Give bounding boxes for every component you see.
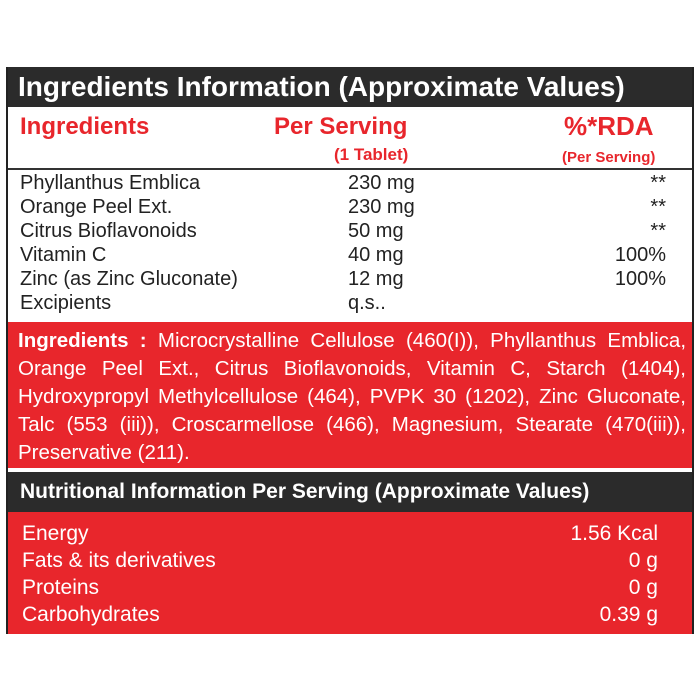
col-rda-sub: (Per Serving) bbox=[562, 149, 656, 166]
ingredient-rows: Phyllanthus Emblica 230 mg ** Orange Pee… bbox=[8, 171, 692, 315]
nutrient-value: 0.39 g bbox=[599, 603, 658, 626]
nutrient-name: Carbohydrates bbox=[22, 603, 160, 626]
row-name: Excipients bbox=[20, 292, 112, 314]
row-name: Phyllanthus Emblica bbox=[20, 172, 201, 194]
nutrition-info-header: Nutritional Information Per Serving (App… bbox=[8, 472, 692, 512]
table-row: Excipients q.s.. bbox=[8, 291, 692, 315]
row-amount: 230 mg bbox=[348, 196, 415, 218]
row-name: Vitamin C bbox=[20, 244, 107, 266]
row-name: Zinc (as Zinc Gluconate) bbox=[20, 268, 238, 290]
row-rda: ** bbox=[650, 220, 666, 242]
row-rda: ** bbox=[650, 172, 666, 194]
row-rda: 100% bbox=[614, 244, 666, 266]
nutrition-row: Energy 1.56 Kcal bbox=[8, 520, 692, 547]
row-amount: q.s.. bbox=[348, 292, 386, 314]
row-amount: 230 mg bbox=[348, 172, 415, 194]
nutrition-table: Energy 1.56 Kcal Fats & its derivatives … bbox=[8, 512, 692, 634]
row-amount: 40 mg bbox=[348, 244, 404, 266]
row-rda: ** bbox=[650, 196, 666, 218]
nutrient-name: Fats & its derivatives bbox=[22, 549, 216, 572]
col-per-serving-sub: (1 Tablet) bbox=[334, 145, 409, 164]
column-headers: Ingredients Per Serving (1 Tablet) %*RDA… bbox=[8, 107, 692, 170]
nutrition-row: Fats & its derivatives 0 g bbox=[8, 547, 692, 574]
row-name: Citrus Bioflavonoids bbox=[20, 220, 197, 242]
table-row: Vitamin C 40 mg 100% bbox=[8, 243, 692, 267]
ingredients-list-text: Microcrystalline Cellulose (460(I)), Phy… bbox=[18, 329, 687, 464]
nutrition-row: Carbohydrates 0.39 g bbox=[8, 601, 692, 628]
nutrient-value: 0 g bbox=[628, 576, 658, 599]
nutrient-name: Energy bbox=[22, 522, 89, 545]
row-rda: 100% bbox=[614, 268, 666, 290]
col-rda: %*RDA bbox=[564, 111, 654, 141]
row-amount: 12 mg bbox=[348, 268, 404, 290]
col-per-serving: Per Serving bbox=[274, 113, 408, 140]
row-name: Orange Peel Ext. bbox=[20, 196, 173, 218]
table-row: Phyllanthus Emblica 230 mg ** bbox=[8, 171, 692, 195]
nutrient-name: Proteins bbox=[22, 576, 100, 599]
ingredients-info-header: Ingredients Information (Approximate Val… bbox=[8, 67, 692, 107]
table-row: Orange Peel Ext. 230 mg ** bbox=[8, 195, 692, 219]
table-row: Citrus Bioflavonoids 50 mg ** bbox=[8, 219, 692, 243]
row-amount: 50 mg bbox=[348, 220, 404, 242]
nutrient-value: 0 g bbox=[628, 549, 658, 572]
nutrient-value: 1.56 Kcal bbox=[570, 522, 658, 545]
col-ingredients: Ingredients bbox=[20, 113, 150, 140]
ingredients-list-label: Ingredients : bbox=[18, 329, 147, 352]
nutrition-label-panel: Ingredients Information (Approximate Val… bbox=[6, 67, 694, 634]
nutrition-row: Proteins 0 g bbox=[8, 574, 692, 601]
ingredients-list-block: Ingredients : Microcrystalline Cellulose… bbox=[8, 322, 692, 468]
table-row: Zinc (as Zinc Gluconate) 12 mg 100% bbox=[8, 267, 692, 291]
